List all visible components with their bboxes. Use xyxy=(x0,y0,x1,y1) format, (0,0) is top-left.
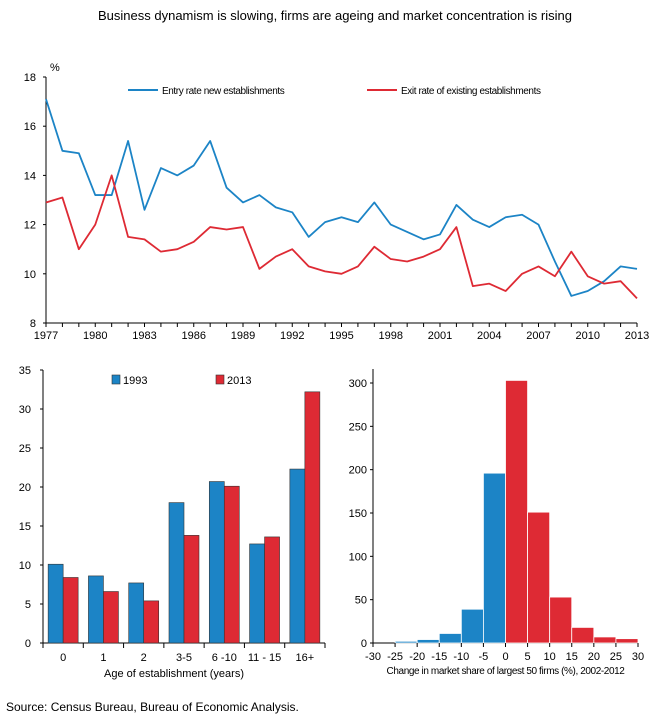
y-tick-label: 0 xyxy=(361,638,367,650)
x-axis-label: Change in market share of largest 50 fir… xyxy=(387,666,626,677)
legend-label: 2013 xyxy=(227,375,251,387)
y-tick-label: 50 xyxy=(355,595,367,607)
histogram-bar xyxy=(527,511,551,644)
x-tick-label: 20 xyxy=(588,651,600,663)
page-title: Business dynamism is slowing, firms are … xyxy=(98,8,572,23)
x-tick-label: 11 - 15 xyxy=(248,652,281,664)
histogram-bar xyxy=(460,608,484,644)
x-axis-label: Age of establishment (years) xyxy=(104,668,244,680)
histogram-bar xyxy=(416,639,440,644)
histogram-bar xyxy=(394,640,418,644)
x-tick-label: 2 xyxy=(141,652,147,664)
legend-label: Entry rate new establishments xyxy=(162,86,285,97)
histogram-bar xyxy=(571,626,595,644)
x-tick-label: 6 -10 xyxy=(212,652,237,664)
y-tick-label: 10 xyxy=(24,269,36,281)
x-tick-label: 1980 xyxy=(83,330,107,342)
x-tick-label: -15 xyxy=(431,651,447,663)
y-tick-label: 18 xyxy=(24,72,36,84)
x-tick-label: 25 xyxy=(610,651,622,663)
x-tick-label: 1986 xyxy=(182,330,206,342)
histogram-bar xyxy=(549,596,573,644)
y-tick-label: 30 xyxy=(19,404,31,416)
bar-2013 xyxy=(264,536,280,644)
legend-swatch xyxy=(215,374,225,385)
legend-label: 1993 xyxy=(123,375,147,387)
x-tick-label: 1989 xyxy=(231,330,255,342)
x-tick-label: 1995 xyxy=(329,330,353,342)
histogram-bar xyxy=(505,379,528,644)
x-tick-label: 0 xyxy=(502,651,508,663)
x-tick-label: -20 xyxy=(409,651,425,663)
x-tick-label: 1977 xyxy=(34,330,58,342)
x-tick-label: 0 xyxy=(60,652,66,664)
y-tick-label: 14 xyxy=(24,170,36,182)
y-tick-label: 10 xyxy=(19,560,31,572)
y-tick-label: 250 xyxy=(349,421,367,433)
histogram-bar xyxy=(615,638,639,644)
x-tick-label: 3-5 xyxy=(176,652,192,664)
y-tick-label: 8 xyxy=(30,318,36,330)
bar-2013 xyxy=(62,577,79,644)
y-tick-label: 0 xyxy=(25,638,31,650)
y-tick-label: 100 xyxy=(349,551,367,563)
bar-2013 xyxy=(103,591,119,644)
y-tick-label: 15 xyxy=(19,521,31,533)
histogram-bar xyxy=(438,633,462,644)
y-tick-label: 25 xyxy=(19,443,31,455)
age-bar-chart: 0 5 10 15 20 25 30 35 0 1 2 3-5 6 -10 11 - 15 16+ Age o… xyxy=(19,365,326,680)
x-tick-label: 1 xyxy=(100,652,106,664)
x-tick-label: 15 xyxy=(566,651,578,663)
x-tick-label: 2007 xyxy=(526,330,550,342)
x-tick-label: 30 xyxy=(632,651,644,663)
y-unit-label: % xyxy=(50,62,60,74)
x-tick-label: 2004 xyxy=(477,330,501,342)
legend-swatch xyxy=(111,374,121,385)
x-tick-label: 10 xyxy=(544,651,556,663)
x-tick-label: 2013 xyxy=(625,330,649,342)
x-tick-label: -5 xyxy=(479,651,489,663)
source-note: Source: Census Bureau, Bureau of Economi… xyxy=(6,700,299,714)
bar-2013 xyxy=(143,600,160,644)
market-share-histogram: 0 50 100 150 200 250 300 -30 -25 -20 -15 -10 -5 0 5 10 1… xyxy=(349,369,644,677)
y-tick-label: 200 xyxy=(349,465,367,477)
x-tick-label: 2001 xyxy=(428,330,452,342)
x-tick-label: 1992 xyxy=(280,330,304,342)
histogram-bar xyxy=(593,636,617,644)
y-tick-label: 20 xyxy=(19,482,31,494)
x-tick-label: 5 xyxy=(525,651,531,663)
y-tick-label: 35 xyxy=(19,365,31,377)
x-tick-label: 1998 xyxy=(379,330,403,342)
y-tick-label: 12 xyxy=(24,220,36,232)
y-tick-label: 5 xyxy=(25,599,31,611)
series-line-exit xyxy=(45,174,638,300)
y-tick-label: 16 xyxy=(24,121,36,133)
x-tick-label: 2010 xyxy=(576,330,600,342)
histogram-bar xyxy=(483,472,506,644)
series-line-entry xyxy=(45,98,638,297)
y-tick-label: 300 xyxy=(349,378,367,390)
bar-2013 xyxy=(183,535,200,644)
bar-2013 xyxy=(223,485,240,644)
x-tick-label: -25 xyxy=(387,651,403,663)
x-tick-label: -10 xyxy=(453,651,469,663)
x-tick-label: 1983 xyxy=(132,330,156,342)
line-chart: % 8 10 12 14 16 18 1977 1980 1983 1986 1989 1992 1995… xyxy=(24,62,649,342)
legend-label: Exit rate of existing establishments xyxy=(401,86,541,97)
bar-2013 xyxy=(304,391,321,644)
y-tick-label: 150 xyxy=(349,508,367,520)
x-tick-label: 16+ xyxy=(296,652,315,664)
x-tick-label: -30 xyxy=(365,651,381,663)
